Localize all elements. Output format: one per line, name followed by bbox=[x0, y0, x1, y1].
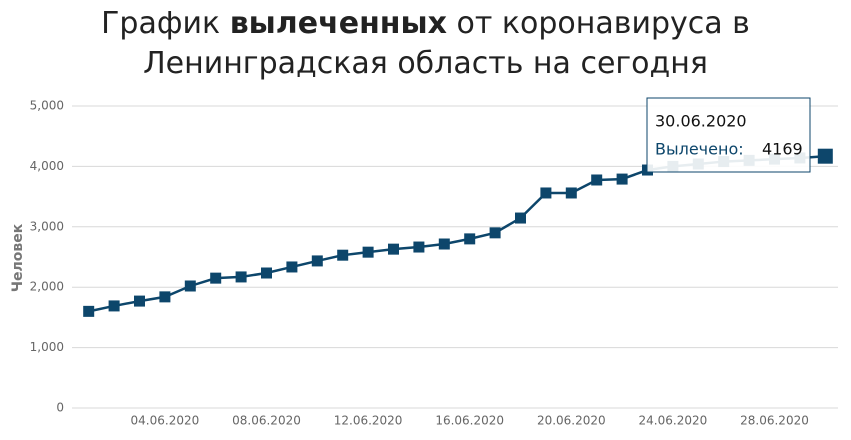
marker bbox=[540, 187, 552, 199]
tooltip-date: 30.06.2020 bbox=[655, 112, 747, 131]
marker bbox=[413, 241, 425, 253]
marker bbox=[362, 246, 374, 258]
y-tick-label: 2,000 bbox=[30, 280, 64, 294]
y-tick-label: 5,000 bbox=[30, 99, 64, 113]
x-tick-label: 04.06.2020 bbox=[131, 414, 200, 428]
marker bbox=[286, 261, 298, 273]
tooltip-label: Вылечено: bbox=[655, 140, 744, 159]
x-tick-label: 16.06.2020 bbox=[435, 414, 504, 428]
marker bbox=[388, 243, 399, 255]
marker bbox=[210, 272, 222, 284]
x-tick-label: 20.06.2020 bbox=[537, 414, 606, 428]
x-tick-label: 28.06.2020 bbox=[740, 414, 809, 428]
title-part: Ленинградская область на сегодня bbox=[143, 46, 708, 81]
title-bold: вылеченных bbox=[229, 6, 447, 41]
marker bbox=[591, 174, 603, 186]
x-tick-label: 08.06.2020 bbox=[232, 414, 301, 428]
tooltip-box bbox=[646, 97, 811, 173]
marker bbox=[337, 249, 349, 261]
marker bbox=[565, 187, 577, 199]
marker bbox=[616, 173, 628, 185]
marker bbox=[438, 238, 450, 250]
y-tick-label: 1,000 bbox=[30, 340, 64, 354]
marker bbox=[184, 280, 196, 292]
marker bbox=[817, 148, 833, 164]
x-tick-label: 24.06.2020 bbox=[639, 414, 708, 428]
marker bbox=[108, 300, 120, 312]
tooltip-value: 4169 bbox=[762, 140, 803, 159]
y-tick-label: 0 bbox=[56, 401, 64, 415]
marker bbox=[464, 233, 476, 245]
title-part: График bbox=[101, 6, 221, 41]
marker bbox=[83, 305, 95, 317]
line bbox=[88, 154, 826, 313]
y-tick-label: 3,000 bbox=[30, 219, 64, 233]
chart-title: График вылеченных от коронавируса в Ленин… bbox=[0, 4, 851, 84]
title-part: от коронавируса в bbox=[456, 6, 750, 41]
marker bbox=[159, 291, 171, 303]
marker bbox=[311, 255, 323, 267]
marker bbox=[261, 267, 272, 279]
y-tick-label: 4,000 bbox=[30, 159, 64, 173]
y-axis-label: Человек bbox=[10, 223, 26, 292]
x-tick-label: 12.06.2020 bbox=[334, 414, 403, 428]
marker bbox=[515, 212, 526, 224]
marker bbox=[235, 271, 247, 283]
marker bbox=[134, 295, 145, 307]
marker bbox=[489, 227, 501, 239]
tooltip: 30.06.2020 Вылечено: 4169 bbox=[646, 97, 811, 173]
